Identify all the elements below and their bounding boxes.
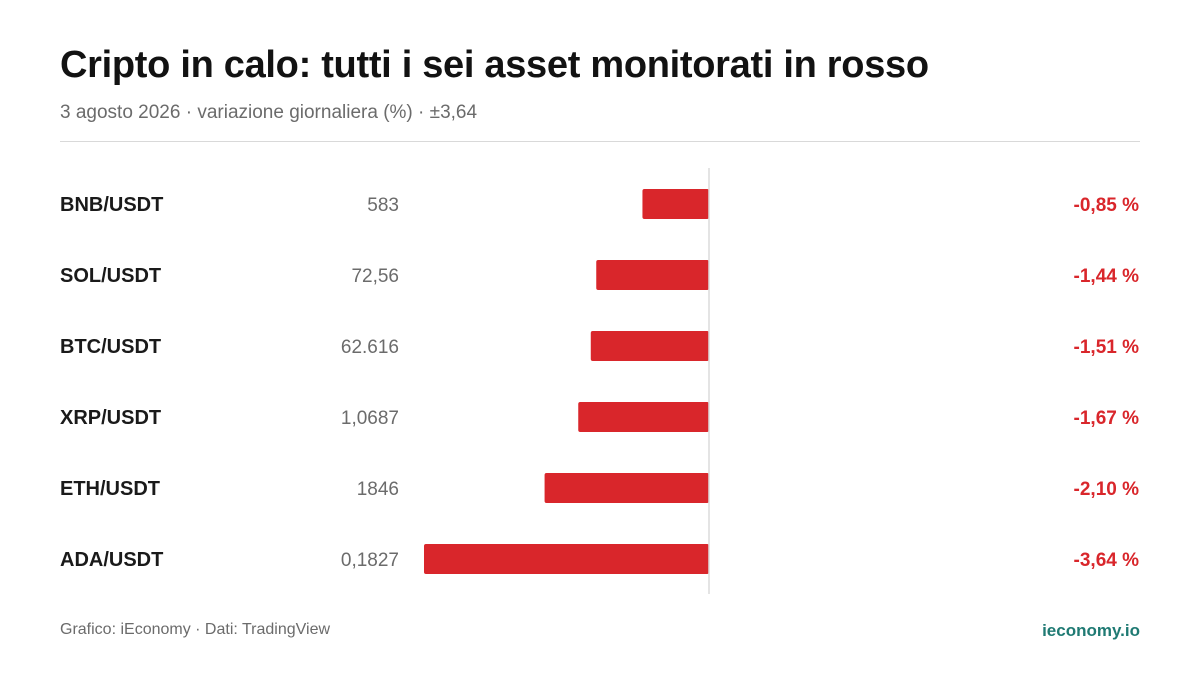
price-label: 1846 bbox=[357, 479, 399, 500]
bar bbox=[596, 260, 709, 290]
price-label: 0,1827 bbox=[341, 550, 399, 571]
price-label: 583 bbox=[367, 195, 399, 216]
bar bbox=[642, 189, 709, 219]
chart-subtitle: 3 agosto 2026 · variazione giornaliera (… bbox=[60, 102, 478, 123]
footer-source: Grafico: iEconomy · Dati: TradingView bbox=[60, 621, 331, 638]
category-label: BNB/USDT bbox=[60, 194, 163, 216]
category-label: ADA/USDT bbox=[60, 549, 163, 571]
footer-brand-link[interactable]: ieconomy.io bbox=[1042, 621, 1140, 640]
value-label: -1,51 % bbox=[1074, 337, 1140, 358]
price-label: 62.616 bbox=[341, 337, 399, 358]
chart-title: Cripto in calo: tutti i sei asset monito… bbox=[60, 44, 929, 86]
bar bbox=[578, 402, 709, 432]
category-label: BTC/USDT bbox=[60, 336, 161, 358]
price-label: 1,0687 bbox=[341, 408, 399, 429]
price-label: 72,56 bbox=[351, 266, 399, 287]
value-label: -2,10 % bbox=[1074, 479, 1140, 500]
header-divider bbox=[60, 141, 1140, 142]
value-label: -1,67 % bbox=[1074, 408, 1140, 429]
bar bbox=[544, 473, 709, 503]
category-label: ETH/USDT bbox=[60, 478, 160, 500]
category-label: SOL/USDT bbox=[60, 265, 161, 287]
bar bbox=[590, 331, 709, 361]
bar bbox=[424, 544, 709, 574]
category-label: XRP/USDT bbox=[60, 407, 161, 429]
value-label: -1,44 % bbox=[1074, 266, 1140, 287]
value-label: -0,85 % bbox=[1074, 195, 1140, 216]
value-label: -3,64 % bbox=[1074, 550, 1140, 571]
